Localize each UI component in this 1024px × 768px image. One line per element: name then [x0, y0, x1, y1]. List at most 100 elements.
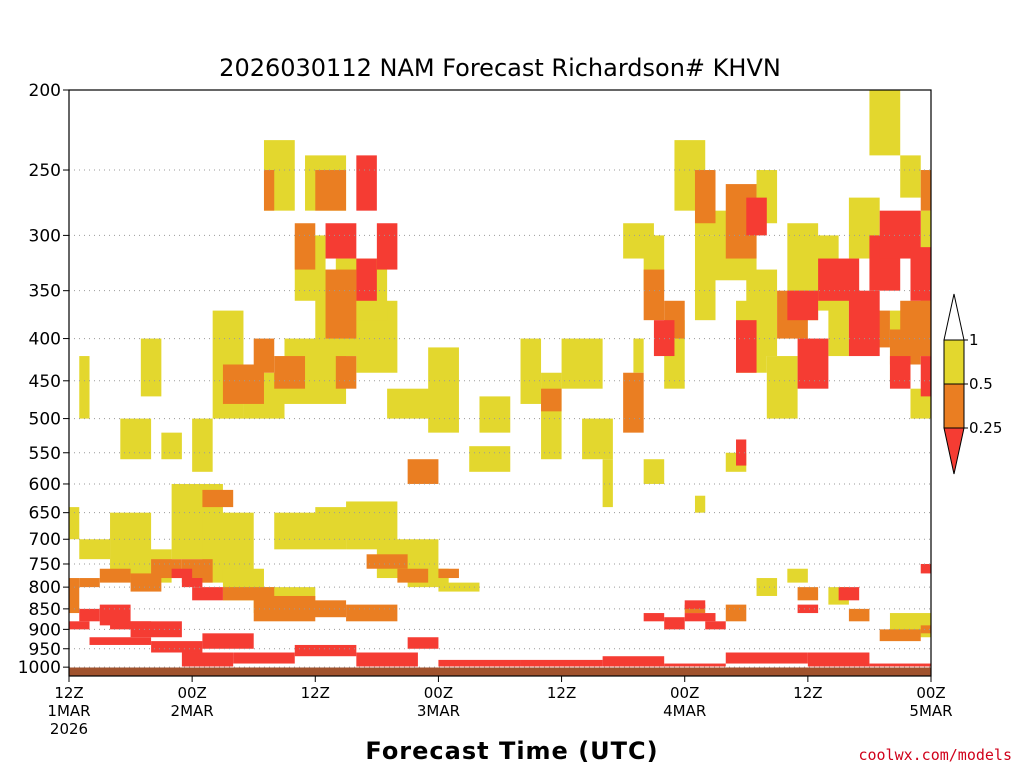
credit-text: coolwx.com/models: [858, 746, 1012, 764]
ri-patch-red: [202, 633, 254, 649]
x-tick-label: 2MAR: [171, 702, 214, 720]
x-tick-label: 00Z: [424, 684, 453, 702]
x-tick-label: 00Z: [916, 684, 945, 702]
ri-patch-orange: [438, 568, 459, 579]
ri-patch-orange: [335, 356, 357, 389]
ri-patch-yellow: [541, 372, 562, 460]
ri-patch-orange: [725, 604, 747, 622]
ri-patch-red: [407, 637, 439, 649]
ri-patch-red: [746, 197, 767, 236]
ri-patch-red: [807, 652, 870, 668]
ri-patch-yellow: [479, 396, 511, 433]
ri-patch-yellow: [602, 459, 613, 508]
ri-patch-red: [705, 621, 726, 630]
ri-patch-red: [848, 290, 880, 357]
x-tick-label: 12Z: [54, 684, 83, 702]
colorbar-label: 0.25: [969, 419, 1002, 437]
ri-patch-yellow: [900, 155, 921, 198]
ri-patch-red: [376, 223, 398, 270]
ri-patch-orange: [294, 223, 316, 270]
ri-patch-red: [797, 338, 829, 389]
ri-patch-red: [171, 568, 193, 579]
x-tick-label: 3MAR: [417, 702, 460, 720]
y-tick-label: 1000: [18, 658, 61, 678]
ri-patch-red: [99, 604, 131, 626]
ri-patch-red: [356, 652, 418, 668]
ri-patch-red: [181, 652, 234, 668]
colorbar-label: 0.5: [969, 375, 993, 393]
ri-patch-orange: [305, 600, 347, 618]
y-tick-label: 650: [29, 504, 61, 524]
ground-strip: [69, 666, 931, 676]
ri-patch-orange: [315, 170, 347, 211]
ri-patch-red: [69, 621, 90, 630]
ri-patch-red: [151, 641, 203, 653]
x-tick-label: 1MAR: [47, 702, 90, 720]
ri-patch-orange: [79, 578, 100, 588]
ri-patch-yellow: [561, 338, 603, 389]
ri-patch-red: [838, 587, 860, 601]
ri-patch-red: [356, 258, 377, 301]
y-tick-label: 250: [29, 161, 61, 181]
ri-patch-red: [889, 356, 911, 389]
ground-fill: [69, 667, 931, 676]
ri-patch-orange: [346, 604, 398, 622]
ri-patch-red: [192, 587, 223, 601]
y-tick-label: 850: [29, 600, 61, 620]
ri-patch-orange: [407, 459, 439, 484]
ri-patch-red: [181, 578, 203, 588]
y-tick-label: 700: [29, 530, 61, 550]
ri-patch-orange: [99, 568, 131, 583]
chart-title: 2026030112 NAM Forecast Richardson# KHVN: [219, 54, 781, 82]
y-tick-label: 450: [29, 372, 61, 392]
y-tick-label: 550: [29, 444, 61, 464]
colorbar-legend: 1 0.5 0.25: [943, 293, 1002, 475]
plot-frame: [68, 89, 932, 677]
ri-patch-orange: [900, 300, 931, 357]
ri-patch-yellow: [766, 356, 798, 419]
ri-patch-orange: [848, 608, 870, 622]
ri-patch-orange: [253, 338, 275, 373]
y-tick-label: 800: [29, 578, 61, 598]
ri-patch-orange: [920, 170, 931, 211]
ri-patch-red: [130, 621, 182, 638]
colorbar-label: 1: [969, 331, 979, 349]
y-tick-label: 750: [29, 555, 61, 575]
ri-patch-red: [325, 223, 357, 259]
ri-patch-orange: [694, 170, 716, 224]
ri-patch-red: [736, 320, 757, 373]
x-tick-label: 5MAR: [909, 702, 952, 720]
ri-patch-yellow: [79, 539, 111, 560]
ri-patch-red: [736, 439, 747, 466]
y-tick-label: 350: [29, 282, 61, 302]
ri-patch-yellow: [633, 338, 644, 373]
ri-patch-red: [684, 600, 706, 609]
ri-patch-red: [920, 356, 931, 397]
ri-patch-orange: [69, 578, 80, 614]
ri-patch-orange: [541, 388, 562, 412]
ri-patch-yellow: [694, 495, 706, 513]
ri-patch-red: [356, 155, 377, 211]
ri-patch-yellow: [694, 235, 716, 321]
ri-patch-yellow: [192, 418, 213, 472]
ri-patch-yellow: [469, 446, 511, 472]
ri-patch-yellow: [756, 578, 778, 596]
ri-patch-orange: [397, 568, 429, 583]
ri-patch-yellow: [520, 338, 542, 404]
ri-patch-yellow: [869, 90, 901, 156]
ri-patch-red: [89, 637, 152, 645]
ri-patch-red: [684, 613, 716, 622]
x-tick-label: 2026: [50, 720, 88, 738]
y-tick-label: 300: [29, 226, 61, 246]
x-tick-label: 4MAR: [663, 702, 706, 720]
y-tick-label: 200: [29, 81, 61, 101]
ri-patch-yellow: [787, 568, 808, 583]
ri-patch-red: [602, 656, 665, 668]
colorbar-top-arrow: [943, 293, 965, 341]
y-tick-label: 500: [29, 410, 61, 430]
ri-patch-yellow: [140, 338, 162, 397]
ri-patch-yellow: [120, 418, 152, 460]
ri-patch-red: [910, 247, 931, 301]
x-tick-label: 12Z: [301, 684, 330, 702]
